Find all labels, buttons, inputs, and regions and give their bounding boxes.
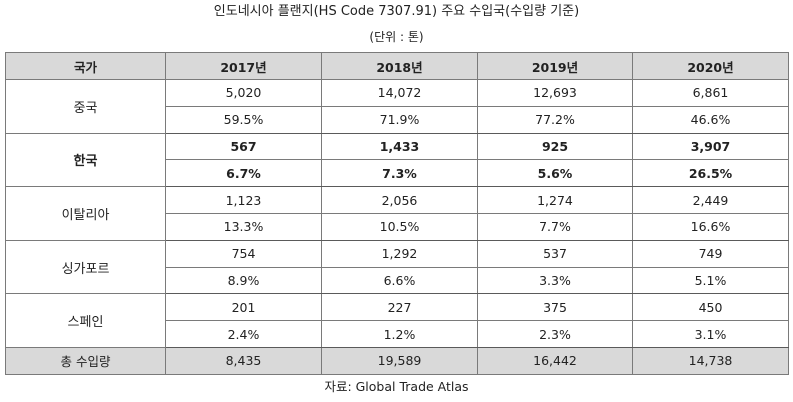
- header-2019: 2019년: [477, 52, 633, 80]
- table-row: 한국 567 1,433 925 3,907: [5, 132, 789, 188]
- country-cell: 스페인: [5, 293, 166, 348]
- share-cell: 2.3%: [477, 320, 633, 348]
- import-table: 국가 2017년 2018년 2019년 2020년 중국 5,020 14,0…: [5, 52, 789, 375]
- share-cell: 5.6%: [477, 159, 633, 188]
- table-row: 스페인 201 227 375 450: [5, 293, 789, 348]
- table-title: 인도네시아 플랜지(HS Code 7307.91) 주요 수입국(수입량 기준…: [213, 4, 580, 19]
- header-2017: 2017년: [165, 52, 322, 80]
- table-row: 이탈리아 1,123 2,056 1,274 2,449: [5, 186, 789, 241]
- value-cell: 5,020: [165, 79, 322, 107]
- country-cell: 싱가포르: [5, 239, 166, 295]
- value-cell: 1,292: [321, 239, 478, 268]
- share-cell: 6.7%: [165, 159, 322, 188]
- share-cell: 71.9%: [321, 105, 478, 134]
- value-cell: 201: [165, 293, 322, 322]
- value-cell: 1,433: [321, 132, 478, 161]
- value-cell: 12,693: [477, 79, 633, 107]
- share-cell: 7.3%: [321, 159, 478, 188]
- country-cell: 중국: [5, 79, 166, 134]
- total-value-cell: 16,442: [477, 346, 633, 375]
- share-cell: 6.6%: [321, 266, 478, 295]
- table-row: 6.7% 7.3% 5.6% 26.5%: [6, 159, 789, 188]
- share-cell: 13.3%: [165, 212, 322, 241]
- table-row: 8.9% 6.6% 3.3% 5.1%: [6, 266, 789, 295]
- value-cell: 749: [632, 239, 789, 268]
- country-cell: 이탈리아: [5, 186, 166, 241]
- total-value-cell: 19,589: [321, 346, 478, 375]
- share-cell: 2.4%: [165, 320, 322, 348]
- source-note: 자료: Global Trade Atlas: [324, 379, 469, 394]
- total-value-cell: 14,738: [632, 346, 789, 375]
- share-cell: 1.2%: [321, 320, 478, 348]
- share-cell: 3.3%: [477, 266, 633, 295]
- value-cell: 537: [477, 239, 633, 268]
- value-cell: 14,072: [321, 79, 478, 107]
- share-cell: 3.1%: [632, 320, 789, 348]
- value-cell: 227: [321, 293, 478, 322]
- value-cell: 567: [165, 132, 322, 161]
- total-label: 총 수입량: [5, 346, 166, 375]
- country-cell: 한국: [5, 132, 166, 188]
- share-cell: 59.5%: [165, 105, 322, 134]
- header-2018: 2018년: [321, 52, 478, 80]
- table-row: 싱가포르 754 1,292 537 749: [5, 239, 789, 295]
- table-row: 중국 5,020 14,072 12,693 6,861: [5, 79, 789, 134]
- table-row: 2.4% 1.2% 2.3% 3.1%: [6, 320, 789, 348]
- share-cell: 5.1%: [632, 266, 789, 295]
- share-cell: 7.7%: [477, 212, 633, 241]
- value-cell: 1,274: [477, 186, 633, 214]
- value-cell: 3,907: [632, 132, 789, 161]
- value-cell: 1,123: [165, 186, 322, 214]
- value-cell: 375: [477, 293, 633, 322]
- share-cell: 10.5%: [321, 212, 478, 241]
- value-cell: 925: [477, 132, 633, 161]
- share-cell: 46.6%: [632, 105, 789, 134]
- share-cell: 26.5%: [632, 159, 789, 188]
- share-cell: 77.2%: [477, 105, 633, 134]
- value-cell: 754: [165, 239, 322, 268]
- header-row: 국가 2017년 2018년 2019년 2020년: [5, 52, 789, 80]
- total-row: 총 수입량 8,435 19,589 16,442 14,738: [5, 346, 789, 375]
- table-row: 59.5% 71.9% 77.2% 46.6%: [6, 105, 789, 134]
- header-country: 국가: [5, 52, 166, 80]
- share-cell: 16.6%: [632, 212, 789, 241]
- table-row: 13.3% 10.5% 7.7% 16.6%: [6, 212, 789, 241]
- value-cell: 2,449: [632, 186, 789, 214]
- value-cell: 2,056: [321, 186, 478, 214]
- unit-note: (단위 : 톤): [369, 30, 424, 44]
- value-cell: 450: [632, 293, 789, 322]
- header-2020: 2020년: [632, 52, 789, 80]
- share-cell: 8.9%: [165, 266, 322, 295]
- total-value-cell: 8,435: [165, 346, 322, 375]
- value-cell: 6,861: [632, 79, 789, 107]
